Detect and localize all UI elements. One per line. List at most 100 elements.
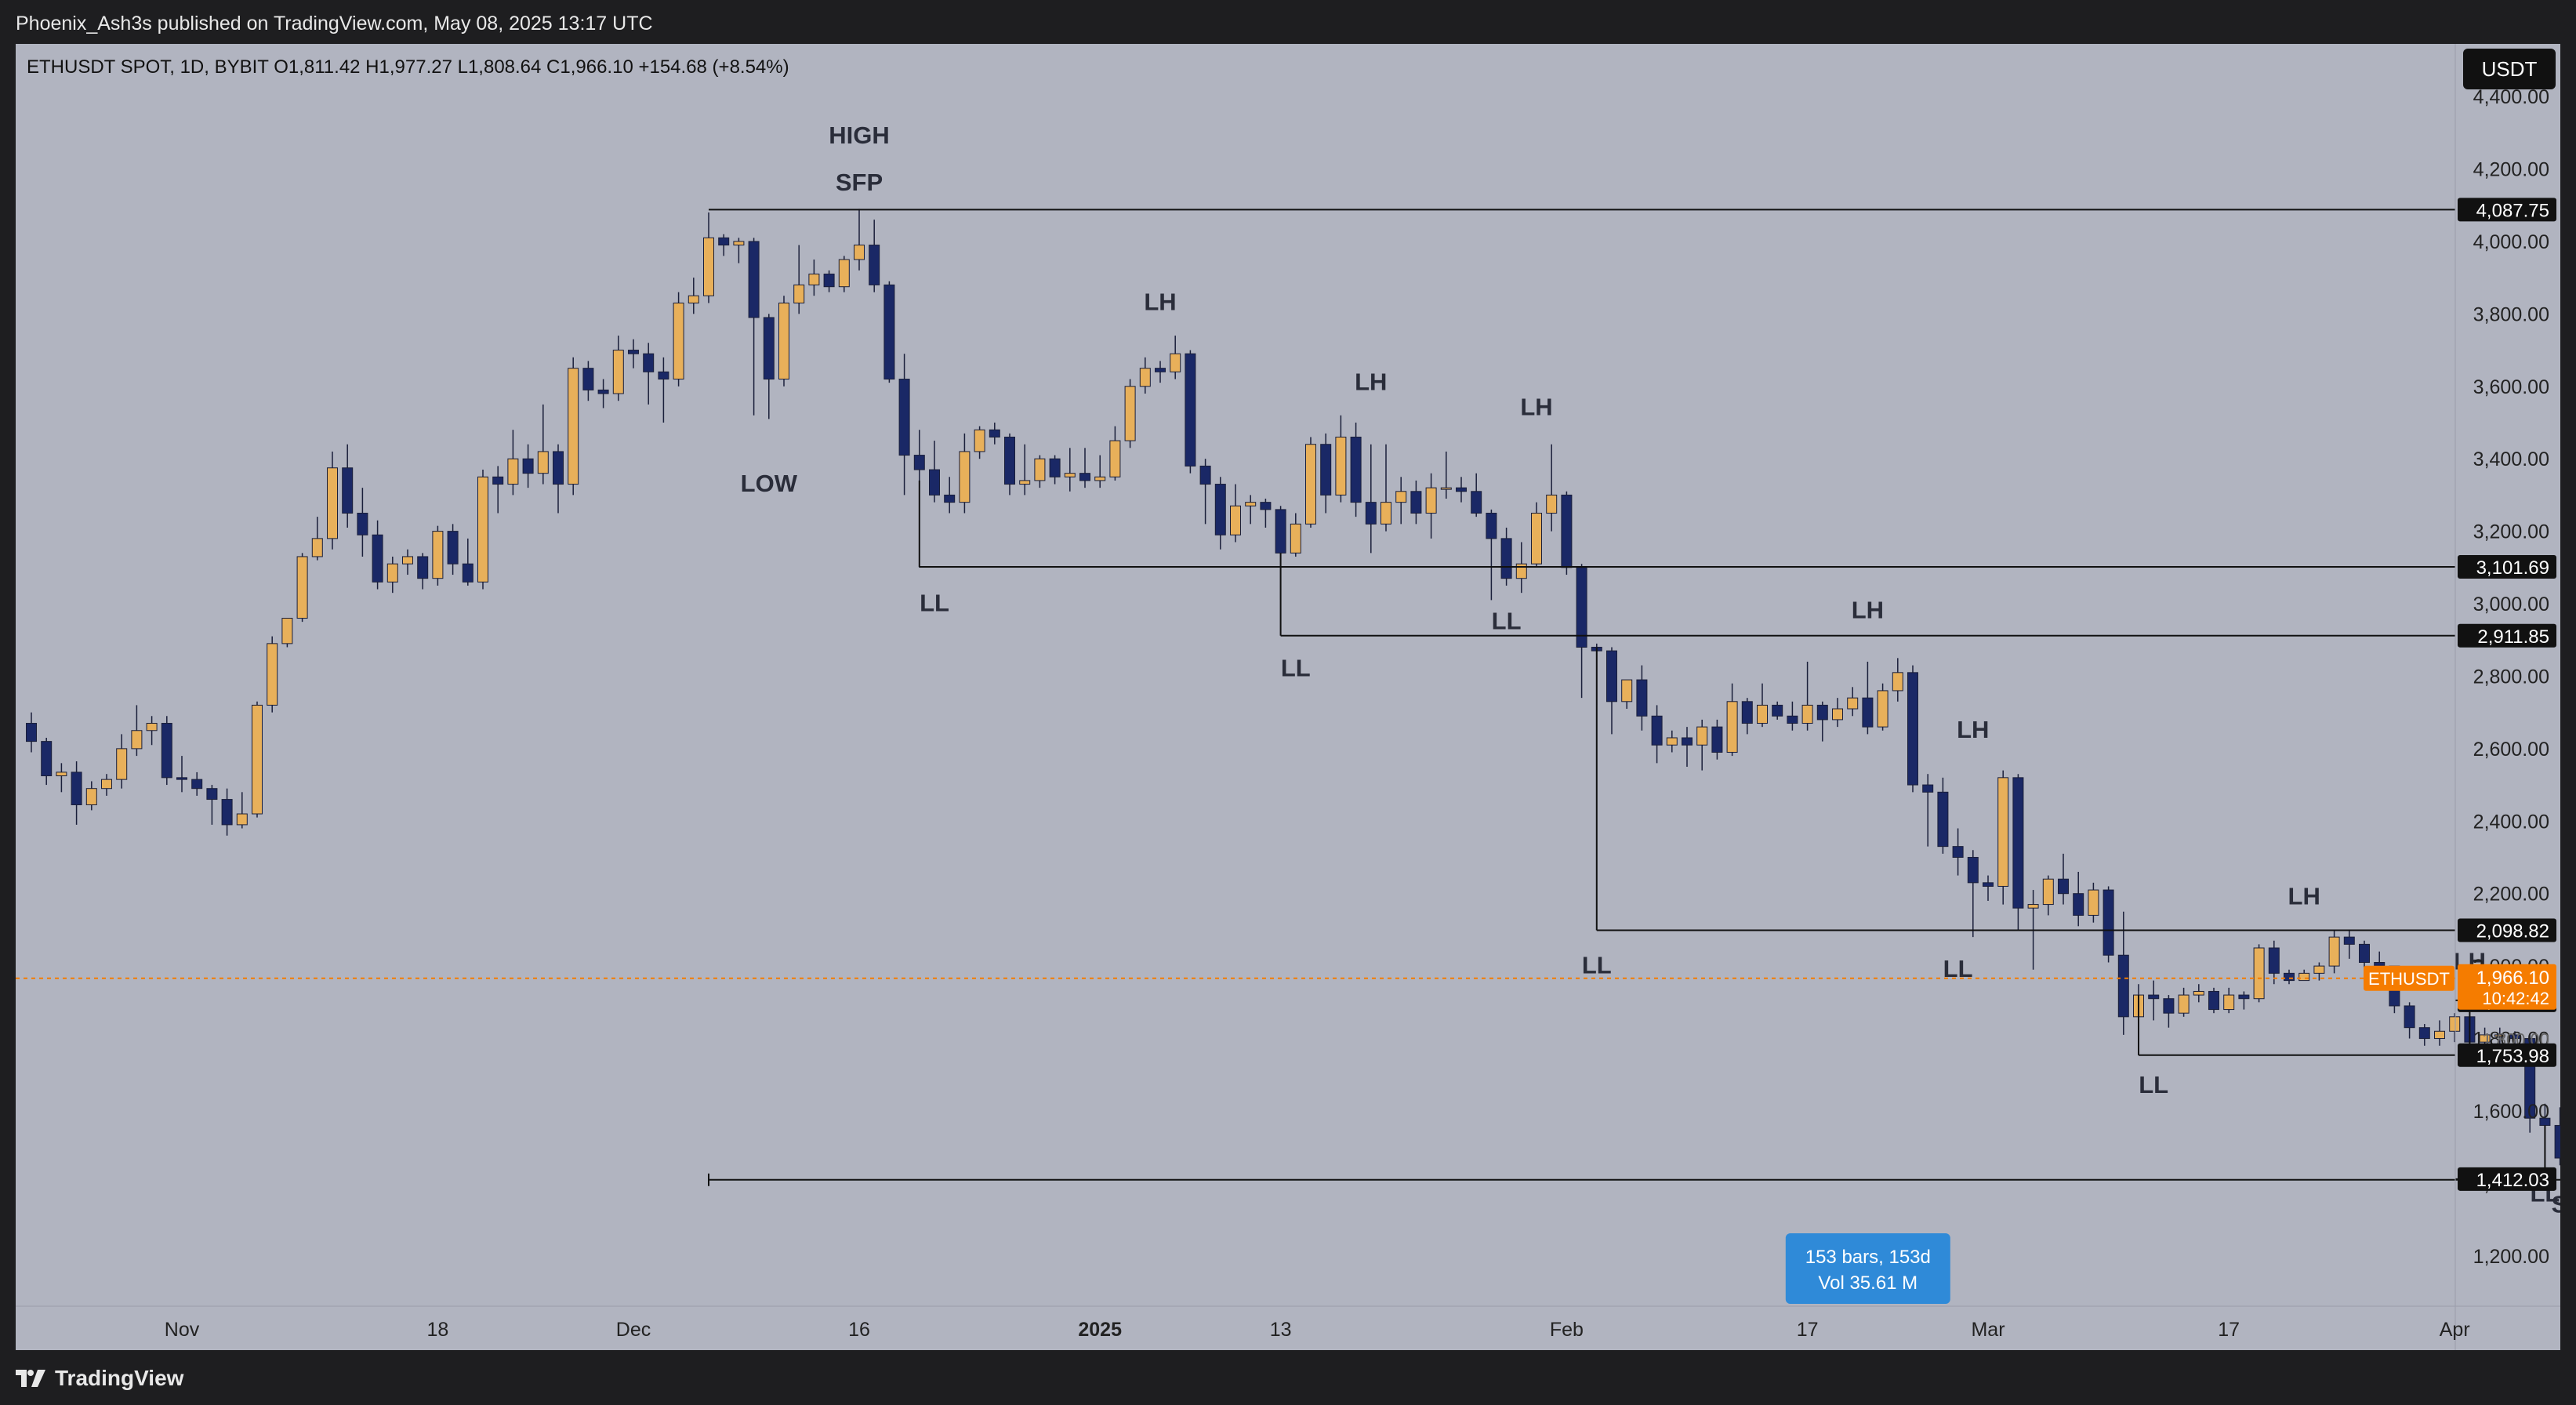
- candle-body: [1155, 368, 1166, 372]
- candle: [838, 256, 850, 292]
- candle-body: [492, 476, 504, 485]
- candle-body: [522, 458, 534, 474]
- candle: [296, 553, 308, 623]
- candle: [1395, 477, 1407, 525]
- level-price-tag-text: 2,098.82: [2476, 920, 2549, 942]
- brand-name: TradingView: [55, 1366, 184, 1390]
- candlestick-chart[interactable]: 153 bars, 153d Vol 35.61 M HIGH SFP LOW LH LH L…: [16, 44, 2560, 1350]
- candle-body: [2238, 994, 2250, 1000]
- y-tick-label: 4,400.00: [2473, 86, 2549, 108]
- candle: [267, 636, 278, 713]
- candle-body: [101, 779, 112, 790]
- candle-body: [176, 777, 187, 780]
- currency-button[interactable]: USDT: [2463, 49, 2556, 89]
- candle: [929, 441, 940, 503]
- level-price-tag-bg: [2458, 918, 2556, 942]
- candle: [2103, 886, 2114, 963]
- candle: [1019, 444, 1031, 496]
- candle: [2223, 987, 2235, 1014]
- candle-body: [778, 302, 789, 380]
- candle: [372, 520, 383, 590]
- annotation-label: LL: [2139, 1071, 2168, 1098]
- x-tick-label: Nov: [165, 1319, 200, 1341]
- candle-body: [2193, 990, 2204, 996]
- candle-body: [1365, 502, 1377, 525]
- candle-body: [597, 389, 609, 394]
- candle-body: [2449, 1016, 2461, 1032]
- candle-body: [1064, 473, 1076, 477]
- candle-body: [1892, 672, 1903, 692]
- publisher-bar: Phoenix_Ash3s published on TradingView.c…: [0, 0, 2576, 44]
- candle-body: [1079, 473, 1090, 481]
- tradingview-logo[interactable]: TradingView: [14, 1366, 183, 1391]
- candle: [206, 785, 218, 825]
- candle-body: [1486, 513, 1497, 539]
- candle: [1049, 455, 1061, 485]
- measure-box[interactable]: 153 bars, 153d Vol 35.61 M: [1785, 1233, 1950, 1304]
- candle: [2328, 929, 2340, 974]
- candle-body: [763, 317, 775, 380]
- candle: [1094, 455, 1106, 488]
- symbol-tag-bg: [2364, 965, 2454, 991]
- candle: [1305, 437, 1316, 528]
- level-price-tag-text: 1,412.03: [2476, 1170, 2549, 1191]
- annotation-label: LL: [1492, 607, 1522, 634]
- candle: [553, 444, 564, 514]
- candle: [1410, 480, 1422, 525]
- candle-body: [2343, 936, 2355, 945]
- candle: [2284, 969, 2295, 985]
- candle-body: [1049, 458, 1061, 477]
- candle: [1214, 477, 1226, 550]
- candle-body: [2223, 994, 2235, 1011]
- candle-body: [146, 723, 158, 732]
- candle-body: [883, 284, 895, 380]
- candle: [402, 549, 413, 575]
- candle: [1199, 459, 1211, 525]
- candle: [1862, 661, 1874, 735]
- candle: [989, 422, 1000, 445]
- candle-body: [267, 643, 278, 706]
- candle-body: [296, 556, 308, 619]
- candle: [1230, 484, 1241, 543]
- candle: [2253, 944, 2265, 1003]
- candle-body: [206, 788, 218, 801]
- level-price-tag-bg: [2458, 623, 2556, 648]
- candle: [1425, 473, 1437, 539]
- candle: [507, 430, 519, 496]
- level-price-tag-text: 3,101.69: [2476, 557, 2549, 579]
- candle-body: [1275, 509, 1286, 554]
- candle: [1757, 683, 1768, 728]
- candle: [688, 278, 699, 314]
- footer-bar: TradingView: [0, 1350, 2576, 1405]
- candle-body: [402, 556, 413, 565]
- candle-body: [1305, 444, 1316, 525]
- candle-body: [1666, 737, 1678, 746]
- candle-body: [1937, 791, 1949, 848]
- candle: [342, 444, 354, 528]
- candle: [1350, 422, 1362, 517]
- y-tick-label: 2,200.00: [2473, 884, 2549, 906]
- candle: [748, 238, 760, 416]
- candle: [568, 357, 579, 496]
- candle-body: [1847, 697, 1859, 710]
- currency-button-label[interactable]: USDT: [2482, 57, 2538, 81]
- candle-body: [1139, 368, 1151, 387]
- candle-body: [1335, 436, 1347, 496]
- bar-countdown: 10:42:42: [2482, 989, 2549, 1008]
- candle: [417, 553, 429, 590]
- candle-body: [2088, 889, 2099, 916]
- y-tick-label: 2,400.00: [2473, 811, 2549, 833]
- candle-body: [26, 723, 37, 742]
- level-price-tag: 2,911.85: [2458, 623, 2556, 648]
- candle: [492, 466, 504, 514]
- high-value: H1,977.27: [361, 56, 452, 78]
- candle-body: [41, 741, 53, 777]
- candle-body: [116, 748, 128, 780]
- candle-body: [1471, 491, 1482, 514]
- annotation-label: LH: [2288, 883, 2320, 910]
- candle-body: [944, 494, 956, 503]
- candle-body: [1094, 476, 1106, 481]
- candle: [56, 763, 67, 793]
- chart-area[interactable]: 153 bars, 153d Vol 35.61 M HIGH SFP LOW LH LH L…: [16, 44, 2560, 1350]
- level-price-tag: 1,412.03: [2458, 1167, 2556, 1191]
